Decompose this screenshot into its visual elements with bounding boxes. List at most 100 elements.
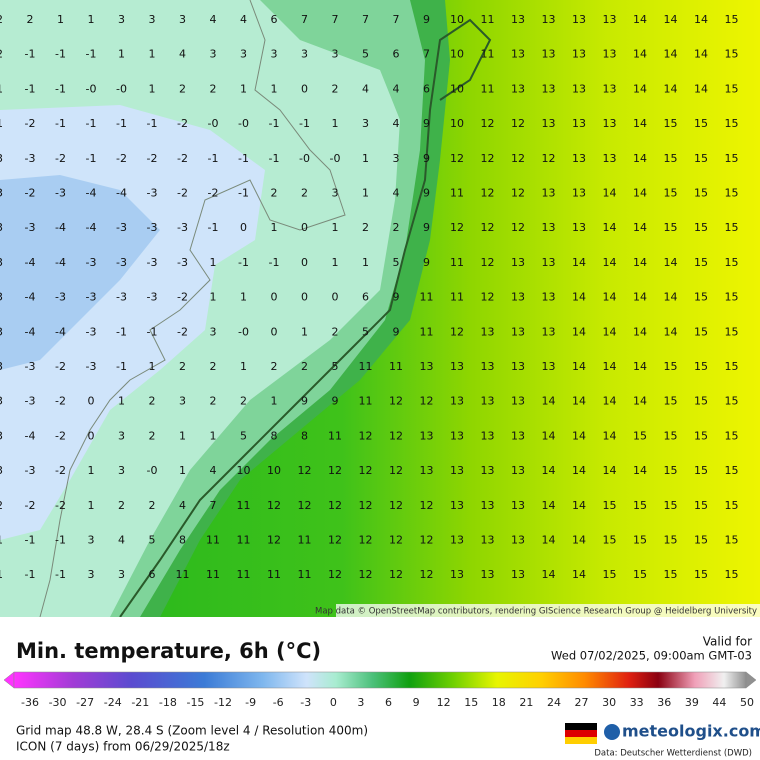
temperature-value: 12 — [542, 152, 556, 165]
temperature-value: 15 — [664, 429, 678, 442]
temperature-value: 4 — [240, 13, 247, 26]
temperature-value: 3 — [118, 464, 125, 477]
temperature-value: 15 — [664, 395, 678, 408]
colorbar-label: 15 — [464, 696, 478, 709]
temperature-value: 13 — [511, 395, 525, 408]
temperature-value: 12 — [481, 187, 495, 200]
temperature-value: 3 — [0, 187, 3, 200]
temperature-value: -0 — [238, 117, 249, 130]
temperature-value: 11 — [176, 568, 190, 581]
temperature-value: 3 — [301, 48, 308, 61]
temperature-value: 3 — [0, 429, 3, 442]
temperature-value: 14 — [572, 360, 586, 373]
temperature-value: 13 — [481, 499, 495, 512]
temperature-value: -4 — [86, 187, 97, 200]
temperature-value: 14 — [664, 291, 678, 304]
temperature-value: -1 — [269, 256, 280, 269]
colorbar-label: -3 — [300, 696, 311, 709]
temperature-value: 15 — [664, 534, 678, 547]
temperature-value: -2 — [147, 152, 158, 165]
temperature-value: 14 — [633, 48, 647, 61]
colorbar-label: 0 — [330, 696, 337, 709]
temperature-value: 3 — [271, 48, 278, 61]
temperature-value: 9 — [423, 256, 430, 269]
temperature-value: 2 — [271, 360, 278, 373]
temperature-value: 13 — [603, 13, 617, 26]
temperature-value: -2 — [55, 360, 66, 373]
temperature-value: 13 — [542, 13, 556, 26]
temperature-value: 13 — [542, 48, 556, 61]
temperature-value: 11 — [237, 499, 251, 512]
temperature-value: 12 — [298, 499, 312, 512]
temperature-value: 12 — [420, 534, 434, 547]
temperature-value: 1 — [57, 13, 64, 26]
temperature-value: 12 — [328, 534, 342, 547]
temperature-value: 15 — [603, 568, 617, 581]
temperature-value: -1 — [55, 568, 66, 581]
temperature-value: 8 — [301, 429, 308, 442]
temperature-value: 15 — [725, 464, 739, 477]
temperature-value: 13 — [542, 256, 556, 269]
temperature-value: 0 — [271, 291, 278, 304]
temperature-value: 1 — [210, 429, 217, 442]
temperature-value: -2 — [55, 429, 66, 442]
temperature-value: 13 — [603, 152, 617, 165]
temperature-value: 14 — [633, 221, 647, 234]
temperature-value: 3 — [88, 534, 95, 547]
temperature-value: 4 — [393, 82, 400, 95]
temperature-value: 15 — [664, 464, 678, 477]
temperature-value: -1 — [238, 256, 249, 269]
temperature-value: -3 — [116, 291, 127, 304]
temperature-value: 14 — [572, 499, 586, 512]
temperature-value: 15 — [633, 429, 647, 442]
temperature-value: 13 — [511, 429, 525, 442]
colorbar-label: 36 — [657, 696, 671, 709]
temperature-value: 12 — [420, 568, 434, 581]
temperature-value: 7 — [393, 13, 400, 26]
temperature-value: 14 — [694, 13, 708, 26]
temperature-value: 0 — [301, 82, 308, 95]
temperature-value: 15 — [725, 360, 739, 373]
temperature-value: -3 — [25, 395, 36, 408]
temperature-value: 3 — [332, 187, 339, 200]
temperature-value: 1 — [179, 429, 186, 442]
temperature-value: 2 — [271, 187, 278, 200]
temperature-value: 12 — [481, 117, 495, 130]
temperature-value: 15 — [664, 360, 678, 373]
colorbar-label: 12 — [437, 696, 451, 709]
temperature-value: 14 — [664, 48, 678, 61]
temperature-value: 2 — [240, 395, 247, 408]
temperature-value: -1 — [116, 360, 127, 373]
temperature-value: -2 — [55, 464, 66, 477]
temperature-value: 13 — [450, 499, 464, 512]
temperature-grid: 221133344677779101113131313141414152-1-1… — [0, 13, 739, 581]
temperature-value: 1 — [0, 82, 3, 95]
temperature-value: 11 — [420, 291, 434, 304]
attribution: Map data © OpenStreetMap contributors, r… — [315, 607, 757, 617]
temperature-value: 14 — [572, 464, 586, 477]
temperature-value: -4 — [55, 221, 66, 234]
temperature-value: 13 — [481, 325, 495, 338]
temperature-value: 11 — [298, 534, 312, 547]
temperature-value: 13 — [542, 360, 556, 373]
temperature-value: 15 — [694, 221, 708, 234]
temperature-value: 15 — [725, 152, 739, 165]
temperature-value: 14 — [603, 221, 617, 234]
temperature-value: 7 — [362, 13, 369, 26]
temperature-value: 1 — [332, 256, 339, 269]
temperature-value: 12 — [481, 291, 495, 304]
temperature-value: 9 — [332, 395, 339, 408]
temperature-value: 9 — [301, 395, 308, 408]
temperature-value: 13 — [511, 360, 525, 373]
temperature-value: 13 — [511, 291, 525, 304]
temperature-value: 3 — [179, 395, 186, 408]
temperature-value: 2 — [210, 395, 217, 408]
temperature-value: 13 — [572, 13, 586, 26]
temperature-value: 12 — [481, 256, 495, 269]
colorbar-label: -24 — [104, 696, 122, 709]
temperature-value: -2 — [177, 187, 188, 200]
temperature-value: 13 — [572, 221, 586, 234]
temperature-value: 3 — [0, 256, 3, 269]
colorbar-label: -18 — [159, 696, 177, 709]
